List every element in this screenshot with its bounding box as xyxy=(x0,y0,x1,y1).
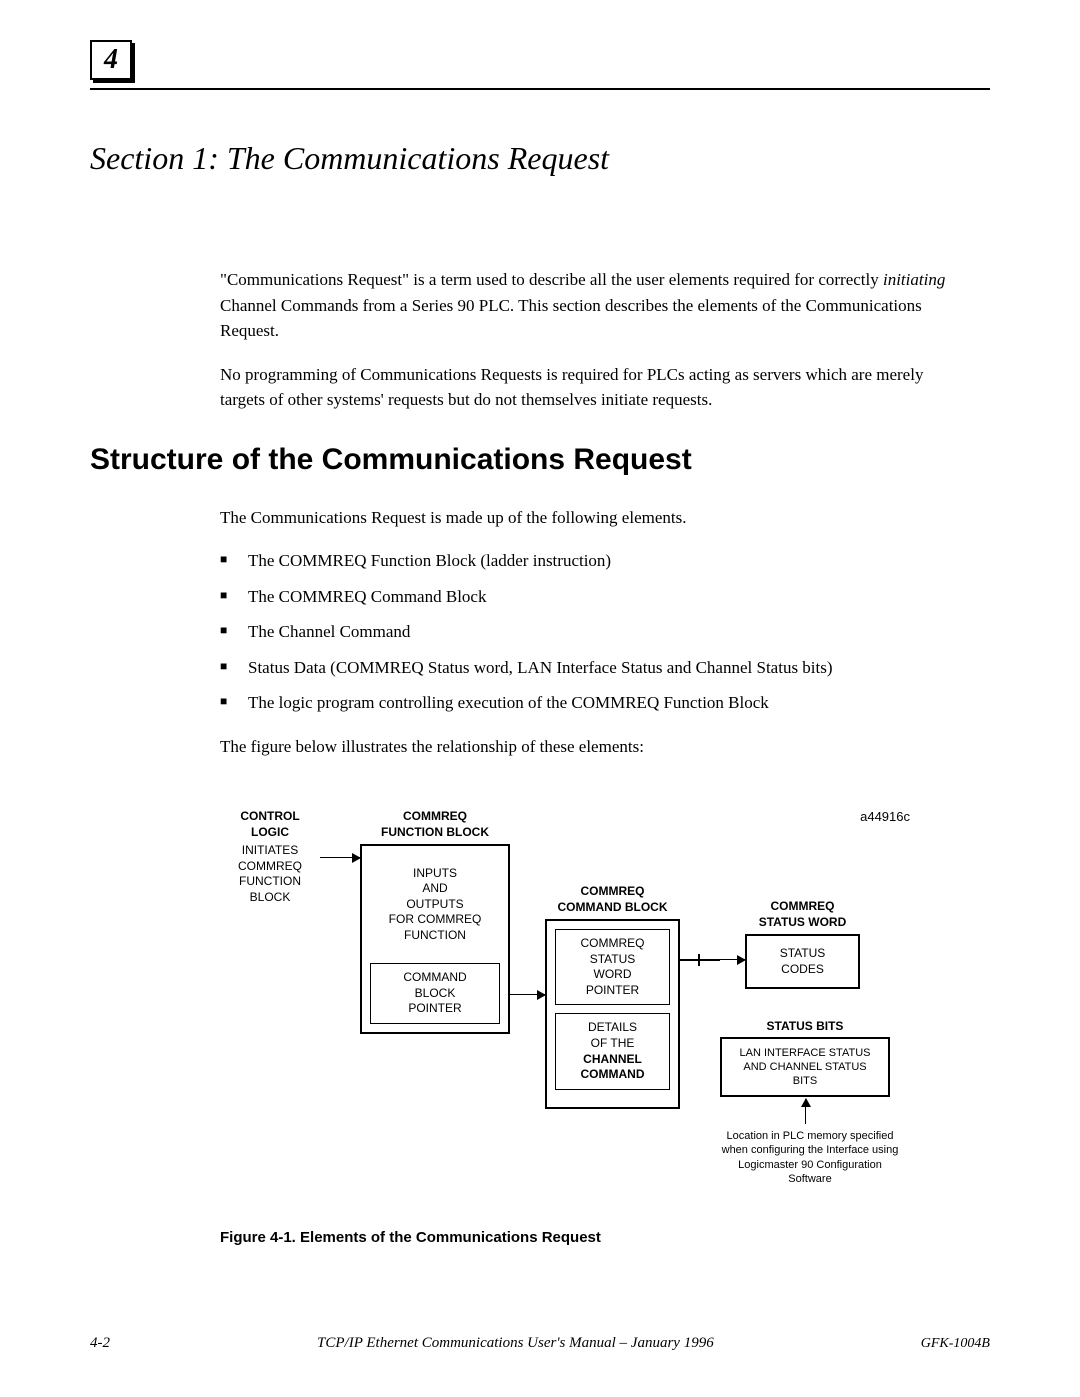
label-inputs-outputs: INPUTS AND OUTPUTS FOR COMMREQ FUNCTION xyxy=(383,846,488,963)
connector-line xyxy=(680,959,720,961)
label-status-word-title: COMMREQ STATUS WORD xyxy=(725,899,880,930)
paragraph-2: No programming of Communications Request… xyxy=(220,362,970,413)
box-function-block: INPUTS AND OUTPUTS FOR COMMREQ FUNCTION … xyxy=(360,844,510,1034)
list-item: The logic program controlling execution … xyxy=(220,690,970,716)
list-item: The COMMREQ Command Block xyxy=(220,584,970,610)
box-status-word-ptr: COMMREQ STATUS WORD POINTER xyxy=(555,929,670,1005)
box-cmd-block-ptr: COMMAND BLOCK POINTER xyxy=(370,963,500,1024)
label-channel-details-bold: CHANNEL COMMAND xyxy=(581,1052,645,1082)
label-cmd-block-title: COMMREQ COMMAND BLOCK xyxy=(535,884,690,915)
arrow-icon xyxy=(510,994,545,995)
arrow-icon xyxy=(320,857,360,858)
bullet-list: The COMMREQ Function Block (ladder instr… xyxy=(220,548,970,716)
para1-post: Channel Commands from a Series 90 PLC. T… xyxy=(220,296,922,341)
label-channel-details-pre: DETAILS OF THE xyxy=(588,1020,637,1050)
chapter-number-box: 4 xyxy=(90,40,132,80)
box-channel-details: DETAILS OF THE CHANNEL COMMAND xyxy=(555,1013,670,1089)
footer-doc-number: GFK-1004B xyxy=(921,1336,990,1352)
label-status-bits-title: STATUS BITS xyxy=(725,1019,885,1035)
connector-tick xyxy=(698,954,700,966)
figure-diagram: a44916c CONTROL LOGIC INITIATES COMMREQ … xyxy=(220,809,970,1209)
footer-manual-title: TCP/IP Ethernet Communications User's Ma… xyxy=(317,1335,714,1352)
label-footnote: Location in PLC memory specified when co… xyxy=(720,1129,900,1186)
header-rule xyxy=(90,88,990,90)
label-initiates: INITIATES COMMREQ FUNCTION BLOCK xyxy=(220,843,320,905)
label-control-logic: CONTROL LOGIC xyxy=(220,809,320,840)
arrow-icon xyxy=(720,959,745,960)
page-number: 4-2 xyxy=(90,1335,110,1352)
figure-ref: a44916c xyxy=(860,809,910,824)
paragraph-4: The figure below illustrates the relatio… xyxy=(220,734,970,760)
para1-pre: "Communications Request" is a term used … xyxy=(220,270,883,289)
heading-structure: Structure of the Communications Request xyxy=(90,443,990,477)
box-status-codes: STATUS CODES xyxy=(745,934,860,989)
list-item: The COMMREQ Function Block (ladder instr… xyxy=(220,548,970,574)
para1-italic: initiating xyxy=(883,270,945,289)
page-footer: 4-2 TCP/IP Ethernet Communications User'… xyxy=(90,1335,990,1352)
arrow-icon xyxy=(805,1099,806,1124)
list-item: The Channel Command xyxy=(220,619,970,645)
box-lan-bits: LAN INTERFACE STATUS AND CHANNEL STATUS … xyxy=(720,1037,890,1097)
paragraph-1: "Communications Request" is a term used … xyxy=(220,267,970,344)
figure-caption: Figure 4-1. Elements of the Communicatio… xyxy=(220,1229,970,1246)
label-func-block-title: COMMREQ FUNCTION BLOCK xyxy=(360,809,510,840)
section-title: Section 1: The Communications Request xyxy=(90,140,990,177)
box-command-block: COMMREQ STATUS WORD POINTER DETAILS OF T… xyxy=(545,919,680,1109)
list-item: Status Data (COMMREQ Status word, LAN In… xyxy=(220,655,970,681)
paragraph-3: The Communications Request is made up of… xyxy=(220,505,970,531)
